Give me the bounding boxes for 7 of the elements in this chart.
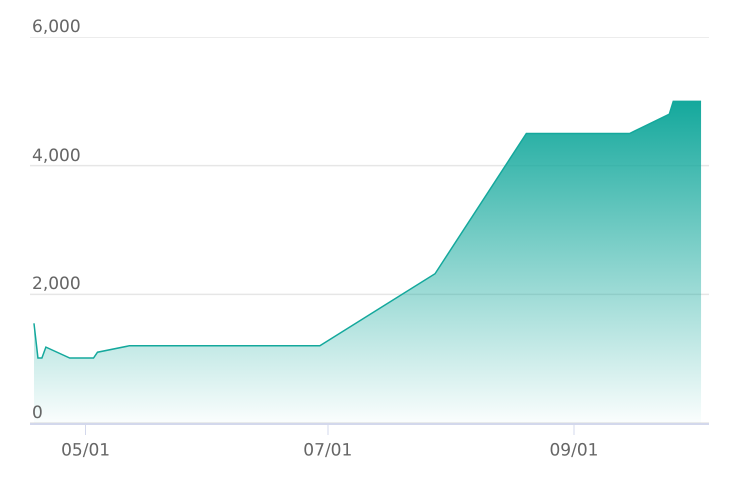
y-tick-label: 0 — [32, 403, 43, 423]
x-tick-label: 09/01 — [549, 440, 598, 460]
y-tick-label: 4,000 — [32, 146, 81, 166]
x-tick-label: 05/01 — [61, 440, 110, 460]
y-tick-label: 2,000 — [32, 274, 81, 294]
x-tick-label: 07/01 — [303, 440, 352, 460]
y-tick-label: 6,000 — [32, 17, 81, 37]
